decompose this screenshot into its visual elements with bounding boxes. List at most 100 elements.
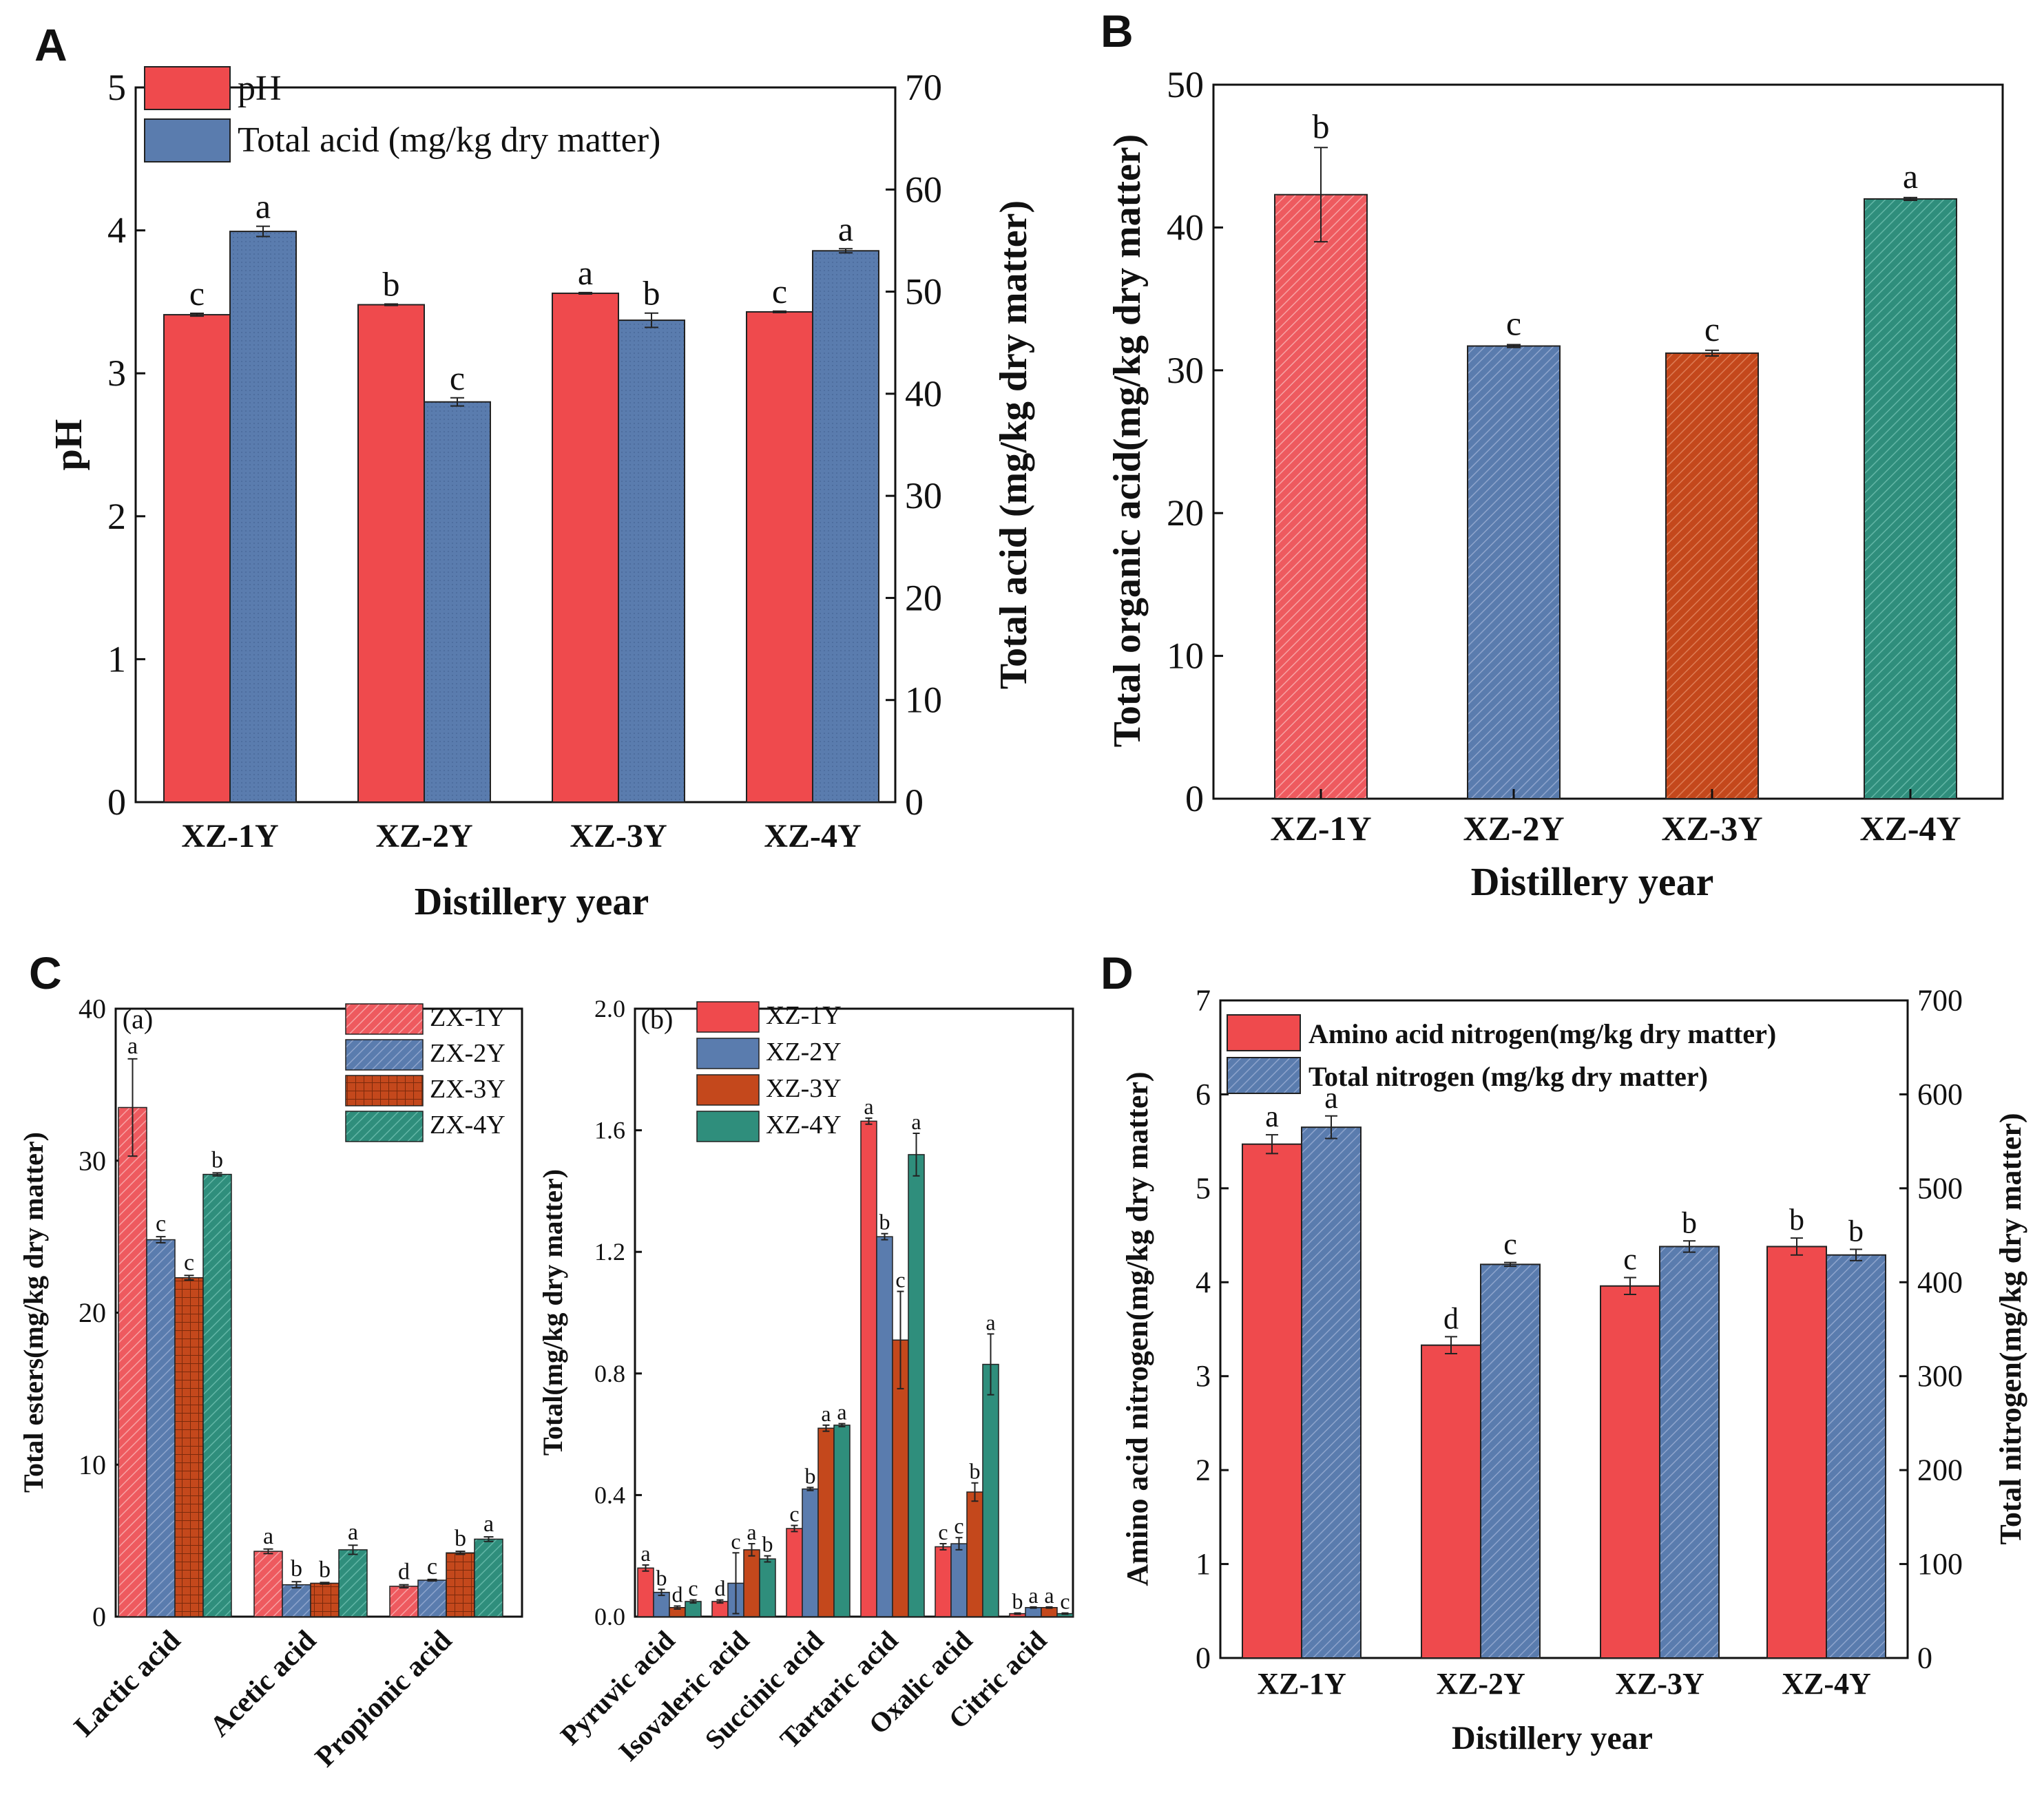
panel-a-bar [552,292,619,804]
panel-b-frame [1212,83,2004,800]
panel-c-b-significance-letter: c [789,1502,799,1526]
panel-c-a-significance-letter: c [184,1250,194,1275]
panel-d-significance-letter: b [1848,1215,1864,1248]
panel-d-significance-letter: b [1789,1203,1804,1237]
panel-c-b-legend-swatch [696,1001,760,1033]
panel-d-bar [1301,1126,1362,1659]
panel-b-y-axis-tick-label: 10 [1167,636,1204,677]
panel-c-b-bar [982,1363,999,1617]
panel-a-category-label: XZ-4Y [764,818,861,854]
panel-a-right-axis-title: Total acid (mg/kg dry matter) [992,200,1035,689]
panel-c-a-bar [282,1584,311,1617]
panel-d-left-axis-tick-label: 5 [1196,1171,1211,1205]
panel-c-b-bar [817,1427,835,1617]
panel-c-b-significance-letter: a [1028,1583,1038,1608]
panel-c-b-subtitle: (b) [641,1004,674,1035]
panel-b-category-label: XZ-3Y [1661,809,1762,848]
panel-c-b-bar [802,1488,819,1617]
panel-c-b-bar [950,1543,968,1617]
panel-d-legend-label: Total nitrogen (mg/kg dry matter) [1308,1061,1708,1092]
panel-c-b-significance-letter: c [895,1268,905,1292]
panel-c-b-y-axis-tick-label: 1.6 [594,1117,625,1144]
panel-c-b-bar [637,1567,654,1617]
panel-d-right-axis-tick-label: 200 [1917,1453,1963,1487]
panel-c-b-y-axis-tick-label: 0.0 [594,1603,625,1630]
panel-a-significance-letter: c [450,359,465,397]
panel-d-chart: 0 1 2 3 4 5 6 7 0 100 200 300 400 500 600 700 XZ-1Y XZ-2Y… [1120,984,2027,1757]
panel-c-b-significance-letter: c [731,1529,740,1553]
panel-c-b-y-axis-tick-label: 1.2 [594,1238,625,1266]
panel-c-b-significance-letter: b [970,1459,981,1484]
panel-b-y-axis-title: Total organic acid(mg/kg dry matter) [1106,134,1149,748]
panel-a-significance-letter: a [255,187,271,226]
panel-c-b-bar [786,1528,803,1617]
panel-c-a-bar [118,1106,147,1617]
panel-b-y-axis-tick-label: 30 [1167,350,1204,391]
panel-a-right-axis-tick-label: 0 [905,781,924,823]
panel-a-bar [357,304,425,803]
panel-b-significance-letter: b [1313,107,1330,145]
panel-d-right-axis-tick-label: 700 [1917,984,1963,1018]
panel-a-legend-label: Total acid (mg/kg dry matter) [238,120,660,160]
panel-c-b-significance-letter: c [1060,1589,1070,1614]
panel-b-bar [1274,193,1368,799]
panel-b-y-axis-tick-label: 20 [1167,492,1204,534]
panel-c-b-legend-label: XZ-4Y [766,1111,842,1140]
panel-c-a-subtitle: (a) [123,1004,153,1035]
panel-c-b-bar [860,1120,877,1617]
panel-c-b-bar [711,1601,729,1617]
panel-c-a-significance-letter: b [291,1556,302,1582]
panel-d-significance-letter: c [1623,1242,1637,1276]
panel-c-b-significance-letter: a [864,1094,873,1119]
panel-c-a-significance-letter: a [348,1520,358,1545]
panel-a-left-axis-tick-label: 2 [107,496,126,537]
panel-c-b-y-axis-title: Total(mg/kg dry matter) [537,1169,568,1456]
panel-b-chart: 0 10 20 30 40 50 b XZ-1Y c XZ-2Y c XZ-3Y a XZ-4Y Disti… [1106,64,2004,904]
panel-a-left-axis-tick-label: 0 [107,781,126,823]
panel-b-bar [1467,345,1561,799]
panel-b-y-axis-tick-label: 40 [1167,207,1204,248]
panel-b-category-label: XZ-1Y [1270,809,1371,848]
panel-c-a-y-axis-tick-label: 20 [79,1297,106,1328]
panel-c-b-y-axis-tick-label: 0.8 [594,1360,625,1387]
panel-c-a-category-label: Propionic acid [309,1625,458,1774]
panel-c-a-category-label: Lactic acid [68,1625,187,1743]
panel-c-a-significance-letter: c [427,1554,437,1579]
panel-c-b-y-axis-tick-label: 0.4 [594,1481,625,1509]
panel-d-left-axis-tick-label: 3 [1196,1359,1211,1393]
panel-a-right-axis-tick-label: 60 [905,169,942,210]
panel-a-y-axis-title: pH [48,419,90,471]
panel-label-d: D [1101,947,1134,998]
panel-a-x-axis-title: Distillery year [415,881,649,923]
panel-d-right-axis-title: Total nitrogen(mg/kg dry matter) [1994,1113,2027,1545]
panel-c-a-significance-letter: b [211,1147,223,1173]
panel-d-left-axis-tick-label: 6 [1196,1078,1211,1111]
panel-d-frame [1219,999,1909,1659]
panel-c-a-significance-letter: a [483,1511,494,1537]
panel-d-right-axis-tick-label: 600 [1917,1078,1963,1111]
panel-d-right-axis-tick-label: 0 [1917,1641,1932,1675]
panel-c-b-significance-letter: b [762,1532,773,1557]
panel-b-bar [1665,352,1759,799]
panel-d-legend-label: Amino acid nitrogen(mg/kg dry matter) [1308,1018,1776,1049]
panel-d-significance-letter: a [1324,1081,1338,1115]
panel-a-legend-label: pH [238,69,282,108]
panel-c-b-significance-letter: b [1012,1589,1023,1614]
panel-c-a-legend-label: ZX-2Y [430,1039,505,1068]
panel-c-b-bar [743,1549,760,1617]
panel-d-category-label: XZ-2Y [1436,1667,1525,1701]
panel-d-bar [1659,1246,1720,1659]
panel-label-a: A [34,19,67,70]
panel-c-a-bar [202,1173,232,1617]
panel-b-y-axis-tick-label: 0 [1185,778,1204,819]
panel-c-b-significance-letter: b [805,1463,816,1488]
panel-c-b-significance-letter: a [821,1401,831,1426]
panel-b-significance-letter: a [1903,157,1918,196]
panel-c-a-significance-letter: b [319,1557,331,1582]
panel-c-b-bar [759,1558,776,1617]
panel-d-category-label: XZ-4Y [1782,1667,1871,1701]
panel-c-b-significance-letter: a [747,1520,756,1544]
panel-c-b-significance-letter: a [837,1400,846,1425]
panel-d-legend-swatch-total-nitrogen [1227,1057,1301,1094]
